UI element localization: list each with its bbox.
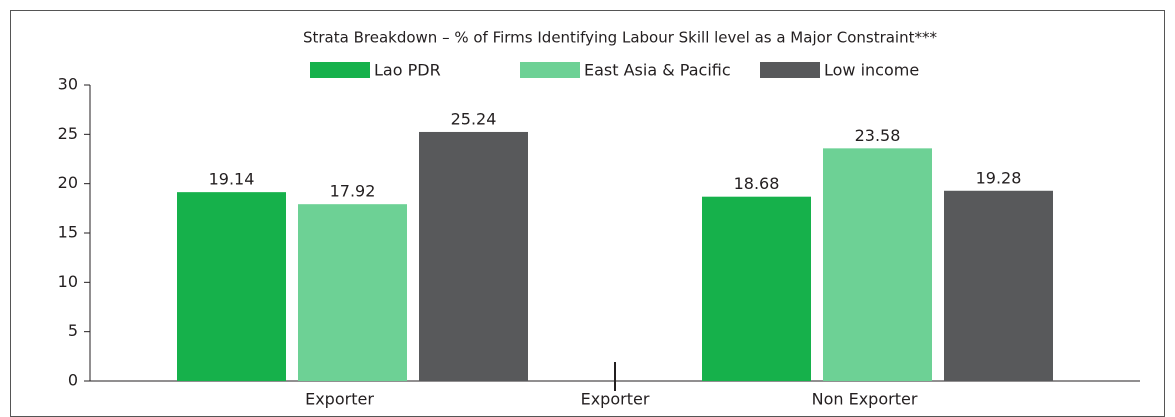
y-tick-label: 5 [68,321,78,340]
y-tick-label: 0 [68,371,78,390]
bar [177,192,286,381]
legend-swatch [760,62,820,78]
legend-label: Lao PDR [374,61,441,80]
legend-swatch [520,62,580,78]
x-tick-label: Non Exporter [812,390,918,409]
value-label: 19.14 [209,170,255,189]
value-label: 25.24 [451,109,497,128]
y-tick-label: 30 [58,75,78,94]
bar [944,190,1053,381]
x-tick-label: Exporter [305,390,374,409]
bar [702,196,811,381]
legend-swatch [310,62,370,78]
value-label: 23.58 [855,126,901,145]
value-label: 17.92 [330,182,376,201]
bar [298,204,407,381]
bar [419,131,528,381]
bar [823,148,932,381]
y-tick-label: 15 [58,223,78,242]
chart-title: Strata Breakdown – % of Firms Identifyin… [303,29,938,47]
y-tick-label: 20 [58,173,78,192]
value-label: 18.68 [734,174,780,193]
legend-label: Low income [824,61,919,80]
y-tick-label: 10 [58,272,78,291]
legend-label: East Asia & Pacific [584,61,731,80]
value-label: 19.28 [976,168,1022,187]
y-tick-label: 25 [58,124,78,143]
annotation: Exporter [581,390,650,409]
